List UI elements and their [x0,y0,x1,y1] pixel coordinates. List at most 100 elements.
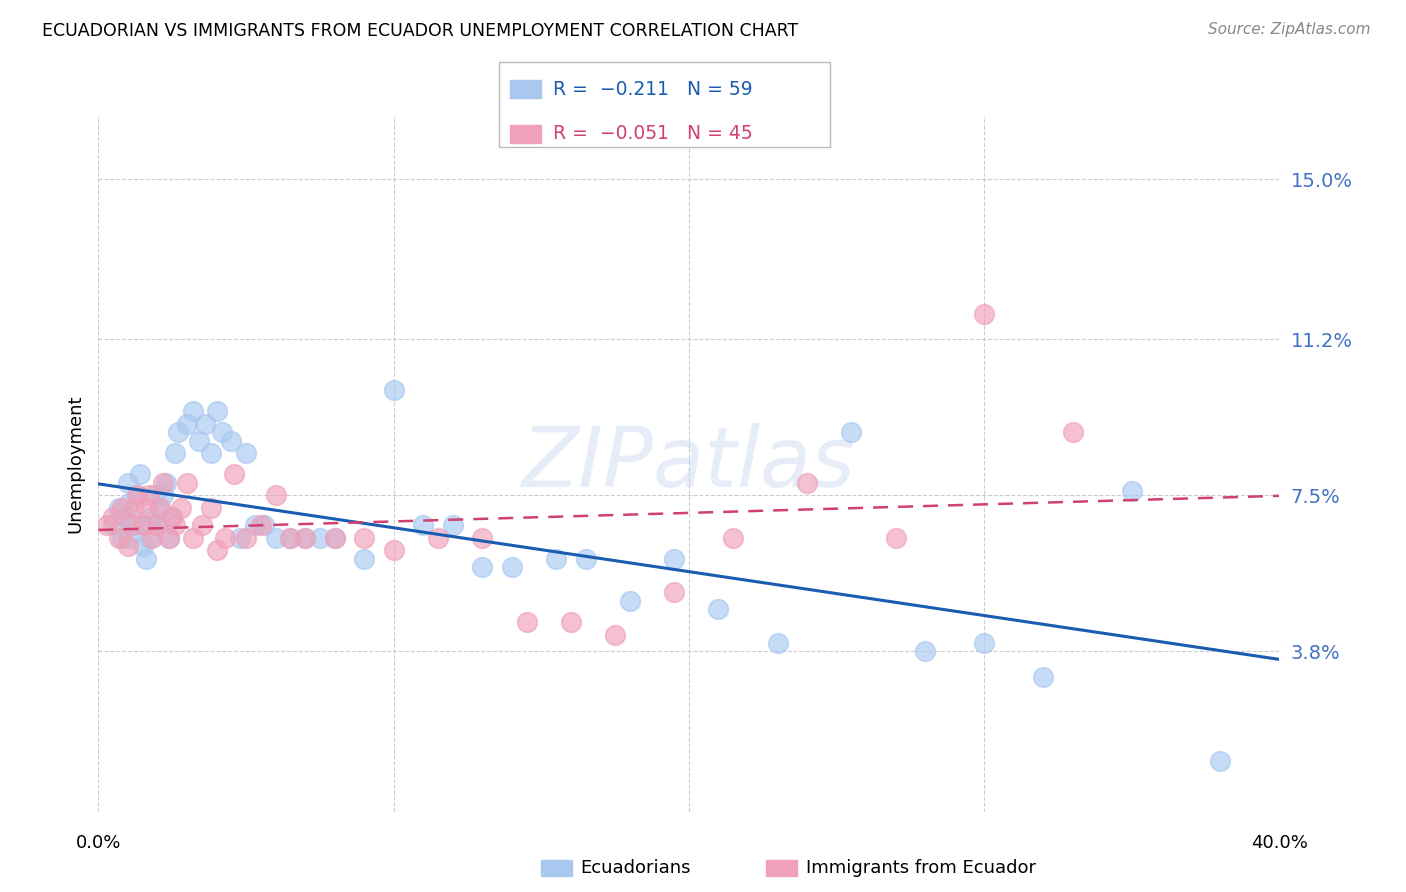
Point [574,551,596,566]
Point [309,531,332,545]
Point [103,518,125,533]
Point [162,509,183,524]
Point [122,501,145,516]
Point [200,501,222,516]
Point [353,531,375,545]
Y-axis label: Unemployment: Unemployment [66,394,84,533]
Point [914,644,936,658]
Point [135,551,157,566]
Point [191,518,214,533]
Point [103,509,125,524]
Point [253,518,276,533]
Point [135,501,157,516]
Text: 40.0%: 40.0% [1251,834,1308,852]
Point [1121,484,1143,499]
Point [211,425,233,440]
Point [120,518,142,533]
Point [382,543,405,558]
Point [167,425,190,440]
Point [176,417,198,431]
Point [973,636,995,650]
Point [605,627,627,641]
Point [141,509,163,524]
Point [471,560,494,574]
Text: Ecuadorians: Ecuadorians [581,859,692,877]
Point [214,531,236,545]
Point [515,615,537,629]
Point [146,518,169,533]
Point [149,501,172,516]
Point [353,551,375,566]
Point [108,501,131,516]
Point [796,475,818,490]
Point [170,501,193,516]
Point [111,501,134,516]
Point [294,531,316,545]
Point [152,488,174,502]
Point [149,501,172,516]
Point [471,531,494,545]
Point [108,531,131,545]
Point [155,475,177,490]
Point [132,518,155,533]
Point [427,531,450,545]
Point [235,446,257,460]
Point [973,307,995,321]
Point [1209,754,1232,768]
Point [278,531,302,545]
Point [146,518,169,533]
Point [766,636,789,650]
Point [165,518,187,533]
Point [117,531,139,545]
Point [114,509,136,524]
Text: Immigrants from Ecuador: Immigrants from Ecuador [806,859,1036,877]
Point [707,602,730,616]
Point [1032,670,1054,684]
Point [117,475,139,490]
Point [162,509,183,524]
Point [264,488,287,502]
Point [125,488,148,502]
Point [544,551,567,566]
Point [152,475,174,490]
Point [224,467,246,482]
Point [111,531,134,545]
Point [96,518,118,533]
Point [664,551,686,566]
Point [1062,425,1084,440]
Point [294,531,316,545]
Point [278,531,302,545]
Point [884,531,907,545]
Point [141,531,163,545]
Point [205,404,228,418]
Point [200,446,222,460]
Text: R =  −0.211   N = 59: R = −0.211 N = 59 [553,79,752,99]
Point [157,531,180,545]
Point [165,446,187,460]
Point [176,475,198,490]
Point [250,518,273,533]
Point [229,531,252,545]
Point [117,497,139,511]
Point [181,404,204,418]
Point [441,518,464,533]
Point [323,531,346,545]
Point [128,467,150,482]
Point [323,531,346,545]
Point [219,434,242,448]
Point [132,539,155,553]
Point [619,594,641,608]
Point [235,531,257,545]
Point [132,518,155,533]
Point [157,531,180,545]
Point [143,488,166,502]
Point [187,434,209,448]
Point [664,585,686,599]
Point [194,417,217,431]
Point [264,531,287,545]
Text: ZIPatlas: ZIPatlas [522,424,856,504]
Point [205,543,228,558]
Point [382,383,405,397]
Point [721,531,744,545]
Text: Source: ZipAtlas.com: Source: ZipAtlas.com [1208,22,1371,37]
